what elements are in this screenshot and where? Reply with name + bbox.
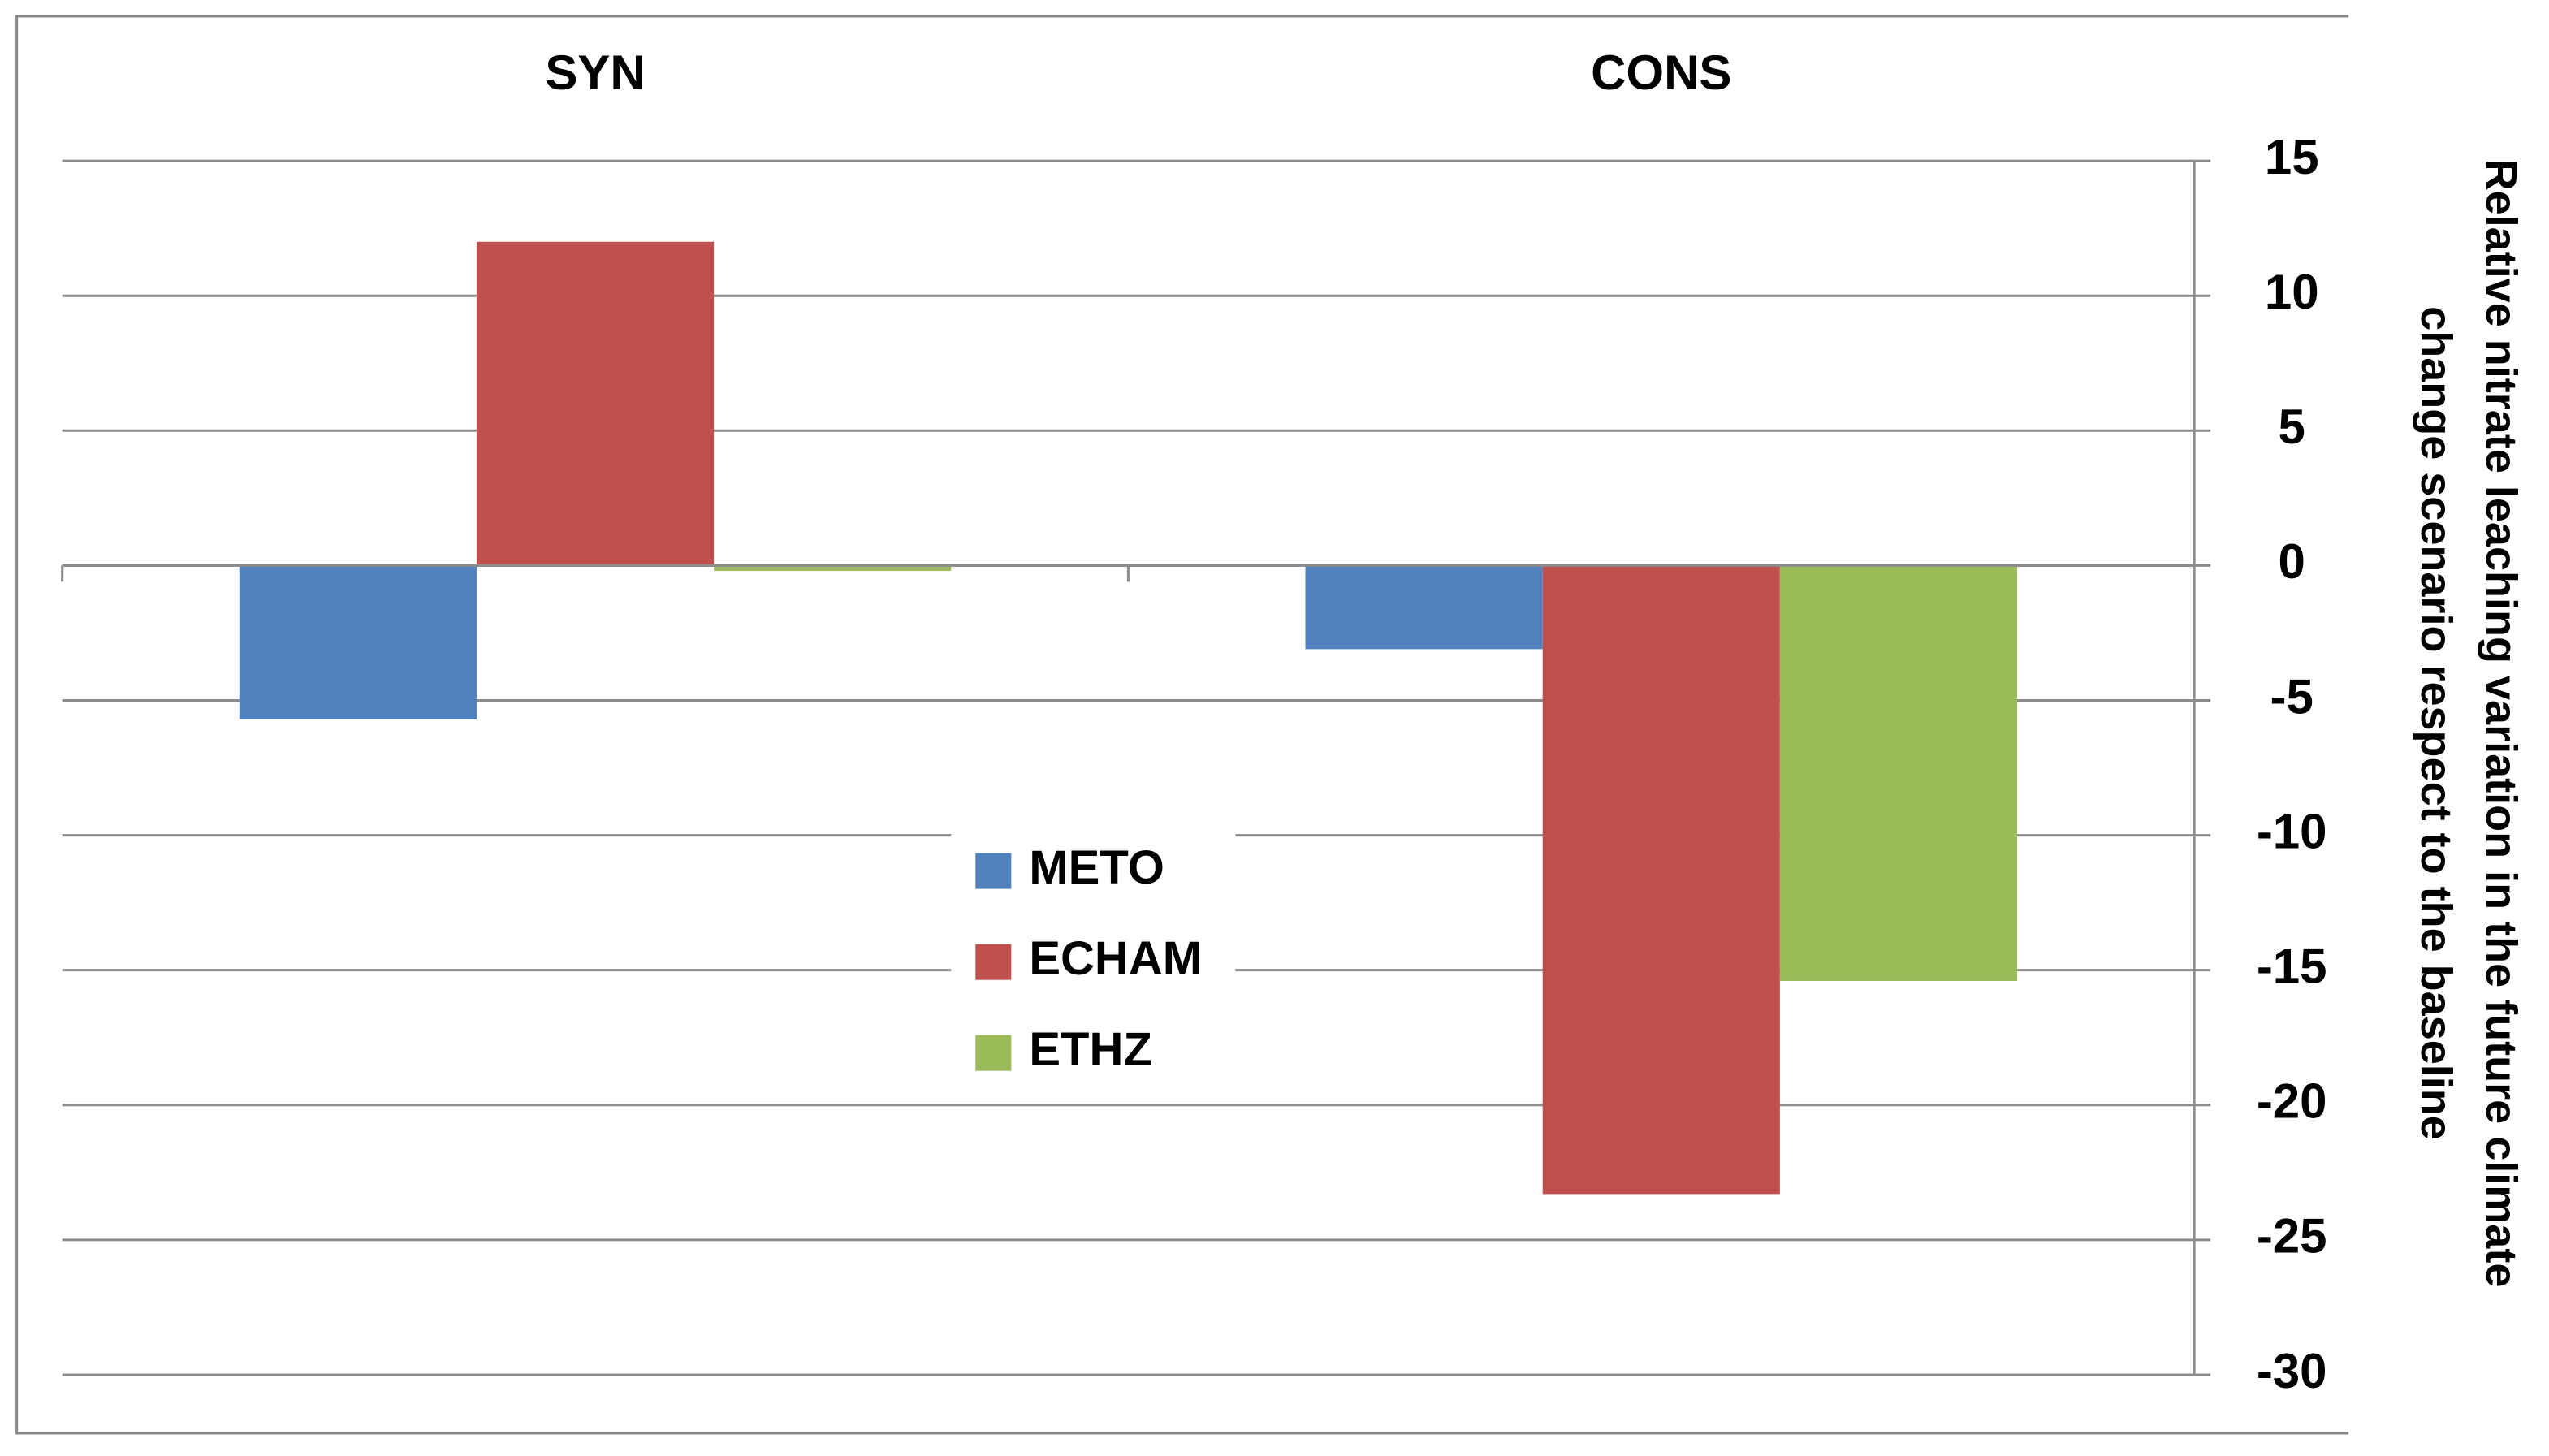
category-label: SYN (545, 45, 645, 100)
y-tick-label: 0 (2279, 534, 2305, 589)
y-tick-label: 5 (2279, 400, 2305, 454)
legend-label: ECHAM (1029, 932, 1202, 985)
legend-label: ETHZ (1029, 1023, 1151, 1076)
legend-label: METO (1029, 841, 1164, 894)
chart-frame (15, 15, 2349, 1435)
y-tick-label: -20 (2257, 1074, 2327, 1129)
y-tick-label: -25 (2257, 1209, 2327, 1264)
legend-swatch (975, 944, 1012, 980)
y-tick-label: -30 (2257, 1344, 2327, 1398)
y-tick-label: 15 (2265, 130, 2319, 184)
y-axis-label: change scenario respect to the baseline (2412, 306, 2460, 1140)
legend-swatch (975, 1035, 1012, 1071)
bar (1542, 565, 1780, 1195)
bar (1779, 565, 2018, 981)
y-tick-label: 10 (2265, 265, 2319, 319)
legend-swatch (975, 853, 1012, 889)
y-tick-label: -10 (2257, 804, 2327, 858)
bar (476, 241, 715, 566)
category-label: CONS (1591, 45, 1731, 100)
y-tick-label: -5 (2270, 669, 2314, 724)
bar (239, 565, 477, 719)
bar (714, 565, 952, 572)
y-axis-label: Relative nitrate leaching variation in t… (2477, 159, 2525, 1288)
bar (1305, 565, 1543, 650)
y-tick-label: -15 (2257, 940, 2327, 994)
